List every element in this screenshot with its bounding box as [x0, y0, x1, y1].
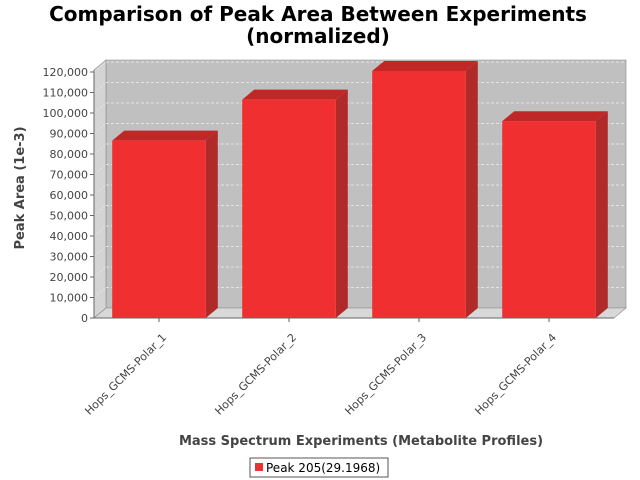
- bar-side: [205, 130, 218, 318]
- bar-side: [335, 89, 348, 318]
- y-axis-label: Peak Area (1e-3): [13, 126, 28, 249]
- x-axis: Hops_GCMS-Polar_1 Hops_GCMS-Polar_2 Hops_G…: [82, 317, 614, 418]
- bar-front: [502, 121, 596, 318]
- legend-swatch: [255, 463, 263, 471]
- x-tick-label: Hops_GCMS-Polar_2: [212, 331, 299, 418]
- gridline-diagonal: [93, 164, 107, 175]
- gridline-diagonal: [93, 246, 107, 257]
- y-tick-label: 100,000: [43, 107, 89, 120]
- bar-front: [112, 140, 206, 318]
- y-tick-label: 0: [81, 312, 88, 325]
- bar-side: [595, 111, 608, 318]
- gridline-diagonal: [93, 102, 107, 114]
- gridline-diagonal: [93, 287, 107, 298]
- gridline-diagonal: [93, 61, 107, 73]
- bar-front: [372, 70, 466, 318]
- bar: [372, 60, 478, 318]
- x-tick-label: Hops_GCMS-Polar_4: [472, 331, 559, 418]
- legend: Peak 205(29.1968): [249, 457, 389, 478]
- bar-top: [242, 89, 348, 100]
- x-tick-label: Hops_GCMS-Polar_3: [342, 331, 429, 418]
- bar-top: [502, 111, 608, 122]
- legend-box: [249, 457, 389, 478]
- gridline-diagonal: [93, 143, 107, 155]
- plot-left-wall: [93, 59, 107, 319]
- y-tick-label: 120,000: [43, 66, 89, 79]
- bars: [112, 60, 608, 318]
- bar-top: [112, 130, 218, 141]
- x-tick-label: Hops_GCMS-Polar_1: [82, 331, 169, 418]
- gridline-diagonal: [93, 205, 107, 216]
- gridline-diagonal: [93, 266, 107, 278]
- gridline-diagonal: [93, 82, 107, 93]
- y-tick-label: 60,000: [50, 189, 89, 202]
- y-tick-label: 50,000: [50, 210, 89, 223]
- bar: [502, 111, 608, 318]
- y-axis: 0 10,000 20,000 30,000 40,000 50,000 60,000 70,…: [43, 66, 95, 325]
- bar-top: [372, 60, 478, 71]
- y-tick-label: 40,000: [50, 230, 89, 243]
- gridline-diagonal: [93, 184, 107, 196]
- y-tick-label: 70,000: [50, 169, 89, 182]
- bar-front: [242, 99, 336, 318]
- x-axis-label: Mass Spectrum Experiments (Metabolite Pr…: [179, 434, 543, 449]
- chart-title: Comparison of Peak Area Between Experime…: [49, 2, 587, 26]
- y-tick-label: 80,000: [50, 148, 89, 161]
- gridline-diagonal: [93, 225, 107, 237]
- y-tick-label: 20,000: [50, 271, 89, 284]
- bar: [112, 130, 218, 318]
- gridline-diagonal: [93, 123, 107, 134]
- chart-subtitle: (normalized): [246, 24, 390, 48]
- y-tick-label: 90,000: [50, 128, 89, 141]
- y-tick-label: 30,000: [50, 251, 89, 264]
- legend-label: Peak 205(29.1968): [266, 461, 380, 475]
- bar-side: [465, 60, 478, 318]
- y-tick-label: 110,000: [43, 87, 89, 100]
- bar: [242, 89, 348, 318]
- y-tick-label: 10,000: [50, 292, 89, 305]
